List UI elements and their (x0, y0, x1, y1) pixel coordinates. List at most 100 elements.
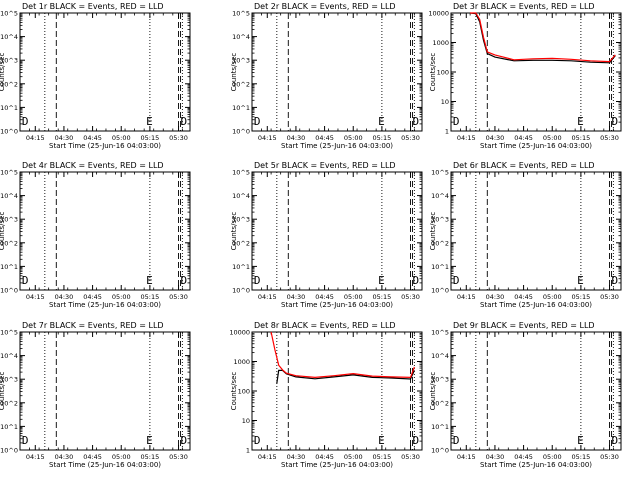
y-tick-label: 10^4 (0, 33, 18, 41)
y-tick-label: 10^2 (431, 239, 449, 247)
x-axis-label: Start Time (25-Jun-16 04:03:00) (49, 142, 161, 150)
event-marker: D (254, 115, 261, 128)
y-tick-label: 100 (437, 69, 449, 77)
y-tick-label: 10^2 (232, 239, 250, 247)
y-tick-label: 10^1 (431, 263, 449, 271)
y-tick-label: 10^5 (0, 169, 18, 177)
x-axis-label: Start Time (25-Jun-16 04:03:00) (49, 461, 161, 469)
event-marker: E (378, 115, 385, 128)
y-tick-label: 10^2 (232, 80, 250, 88)
y-tick-label: 10^0 (0, 128, 18, 136)
chart-title: Det 7r BLACK = Events, RED = LLD (22, 321, 164, 330)
event-marker: D (180, 115, 187, 128)
y-tick-label: 1 (246, 447, 250, 455)
plot-frame (251, 331, 423, 451)
x-tick-label: 05:30 (401, 453, 420, 461)
y-tick-label: 10^4 (0, 352, 18, 360)
y-axis-label: Counts/sec (429, 372, 437, 411)
x-tick-label: 05:15 (373, 134, 392, 142)
y-tick-label: 10^4 (431, 192, 449, 200)
y-tick-label: 10000 (229, 329, 250, 337)
y-tick-label: 10^2 (0, 399, 18, 407)
chart-title: Det 6r BLACK = Events, RED = LLD (453, 161, 595, 170)
x-tick-label: 05:30 (169, 453, 188, 461)
x-tick-label: 04:45 (83, 293, 102, 301)
y-tick-label: 10^1 (232, 263, 250, 271)
x-tick-label: 04:45 (514, 293, 533, 301)
y-tick-label: 10^1 (431, 423, 449, 431)
event-marker: D (254, 434, 261, 447)
x-tick-label: 05:30 (600, 134, 619, 142)
x-tick-label: 05:30 (401, 293, 420, 301)
x-tick-label: 04:30 (55, 134, 74, 142)
x-axis-label: Start Time (25-Jun-16 04:03:00) (480, 142, 592, 150)
y-tick-label: 10000 (428, 10, 449, 18)
event-marker: D (22, 274, 29, 287)
plot-frame (450, 171, 622, 291)
x-tick-label: 04:15 (26, 293, 45, 301)
event-marker: D (22, 434, 29, 447)
y-tick-label: 10^3 (0, 57, 18, 65)
y-tick-label: 10^3 (232, 57, 250, 65)
chart-panel-6: Det 6r BLACK = Events, RED = LLD 10^0 10^1… (429, 161, 622, 309)
y-tick-label: 10^1 (0, 423, 18, 431)
chart-title: Det 8r BLACK = Events, RED = LLD (254, 321, 396, 330)
event-marker: D (453, 434, 460, 447)
event-marker: D (180, 274, 187, 287)
plot-frame (19, 331, 191, 451)
x-tick-label: 04:30 (55, 293, 74, 301)
x-tick-label: 04:30 (55, 453, 74, 461)
y-axis-label: Counts/sec (429, 212, 437, 251)
event-marker: E (146, 434, 153, 447)
y-tick-label: 100 (238, 388, 250, 396)
x-axis-label: Start Time (25-Jun-16 04:03:00) (281, 461, 393, 469)
event-marker: D (611, 434, 618, 447)
y-tick-label: 10^5 (232, 169, 250, 177)
x-tick-label: 05:15 (141, 293, 160, 301)
chart-panel-9: Det 9r BLACK = Events, RED = LLD 10^0 10^1… (429, 321, 622, 469)
x-tick-label: 05:15 (141, 134, 160, 142)
chart-panel-2: Det 2r BLACK = Events, RED = LLD 10^0 10^1… (230, 2, 423, 150)
plot-frame (450, 12, 622, 132)
y-tick-label: 10^0 (0, 287, 18, 295)
x-tick-label: 04:15 (258, 293, 277, 301)
x-tick-label: 04:45 (514, 453, 533, 461)
y-axis-label: Counts/sec (230, 372, 238, 411)
plot-frame (19, 171, 191, 291)
x-tick-label: 04:15 (258, 134, 277, 142)
x-tick-label: 05:15 (141, 453, 160, 461)
y-tick-label: 10^2 (0, 239, 18, 247)
y-axis-label: Counts/sec (230, 53, 238, 92)
x-tick-label: 04:45 (315, 293, 334, 301)
event-marker: D (453, 274, 460, 287)
lld-series-line (470, 12, 616, 63)
y-tick-label: 1 (445, 128, 449, 136)
event-marker: D (412, 274, 419, 287)
x-tick-label: 04:15 (26, 134, 45, 142)
event-marker: D (22, 115, 29, 128)
event-marker: E (577, 115, 584, 128)
y-axis-label: Counts/sec (0, 53, 6, 92)
chart-title: Det 3r BLACK = Events, RED = LLD (453, 2, 595, 11)
y-tick-label: 10^3 (232, 216, 250, 224)
event-marker: D (453, 115, 460, 128)
y-tick-label: 10^0 (431, 447, 449, 455)
chart-panel-1: Det 1r BLACK = Events, RED = LLD 10^0 10^1… (0, 2, 191, 150)
y-tick-label: 10^2 (431, 399, 449, 407)
plot-frame (251, 171, 423, 291)
x-tick-label: 04:45 (315, 453, 334, 461)
event-marker: D (611, 115, 618, 128)
events-series-line (470, 12, 616, 64)
y-tick-label: 10^5 (0, 10, 18, 18)
y-tick-label: 10^4 (232, 192, 250, 200)
y-tick-label: 10^3 (431, 376, 449, 384)
x-tick-label: 05:00 (112, 453, 131, 461)
y-tick-label: 1000 (233, 358, 250, 366)
events-series-line (276, 369, 415, 384)
chart-title: Det 9r BLACK = Events, RED = LLD (453, 321, 595, 330)
x-tick-label: 05:30 (401, 134, 420, 142)
event-marker: E (146, 274, 153, 287)
event-marker: D (611, 274, 618, 287)
plot-frame (251, 12, 423, 132)
